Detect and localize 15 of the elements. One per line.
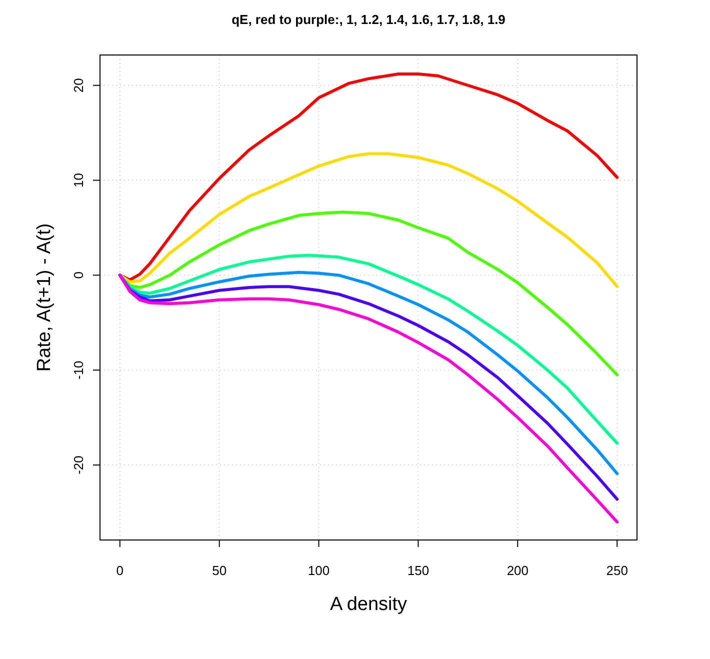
line-series bbox=[118, 72, 619, 282]
y-tick-label: 10 bbox=[71, 173, 86, 188]
y-tick-label: -10 bbox=[71, 360, 86, 380]
y-tick-label: -20 bbox=[71, 456, 86, 474]
y-tick-label: 0 bbox=[71, 272, 86, 279]
chart-title: qE, red to purple:, 1, 1.2, 1.4, 1.6, 1.7, 1.8, 1.9 bbox=[232, 12, 506, 27]
x-axis-title: A density bbox=[330, 594, 408, 615]
x-tick-label: 100 bbox=[308, 563, 330, 578]
x-tick-label: 50 bbox=[212, 563, 227, 578]
x-tick-label: 200 bbox=[506, 563, 529, 578]
x-tick-label: 0 bbox=[116, 563, 124, 578]
y-tick-label: 20 bbox=[71, 78, 86, 93]
x-tick-label: 250 bbox=[606, 563, 628, 578]
y-axis-title: Rate, A(t+1) - A(t) bbox=[34, 223, 55, 372]
x-tick-label: 150 bbox=[407, 563, 430, 578]
